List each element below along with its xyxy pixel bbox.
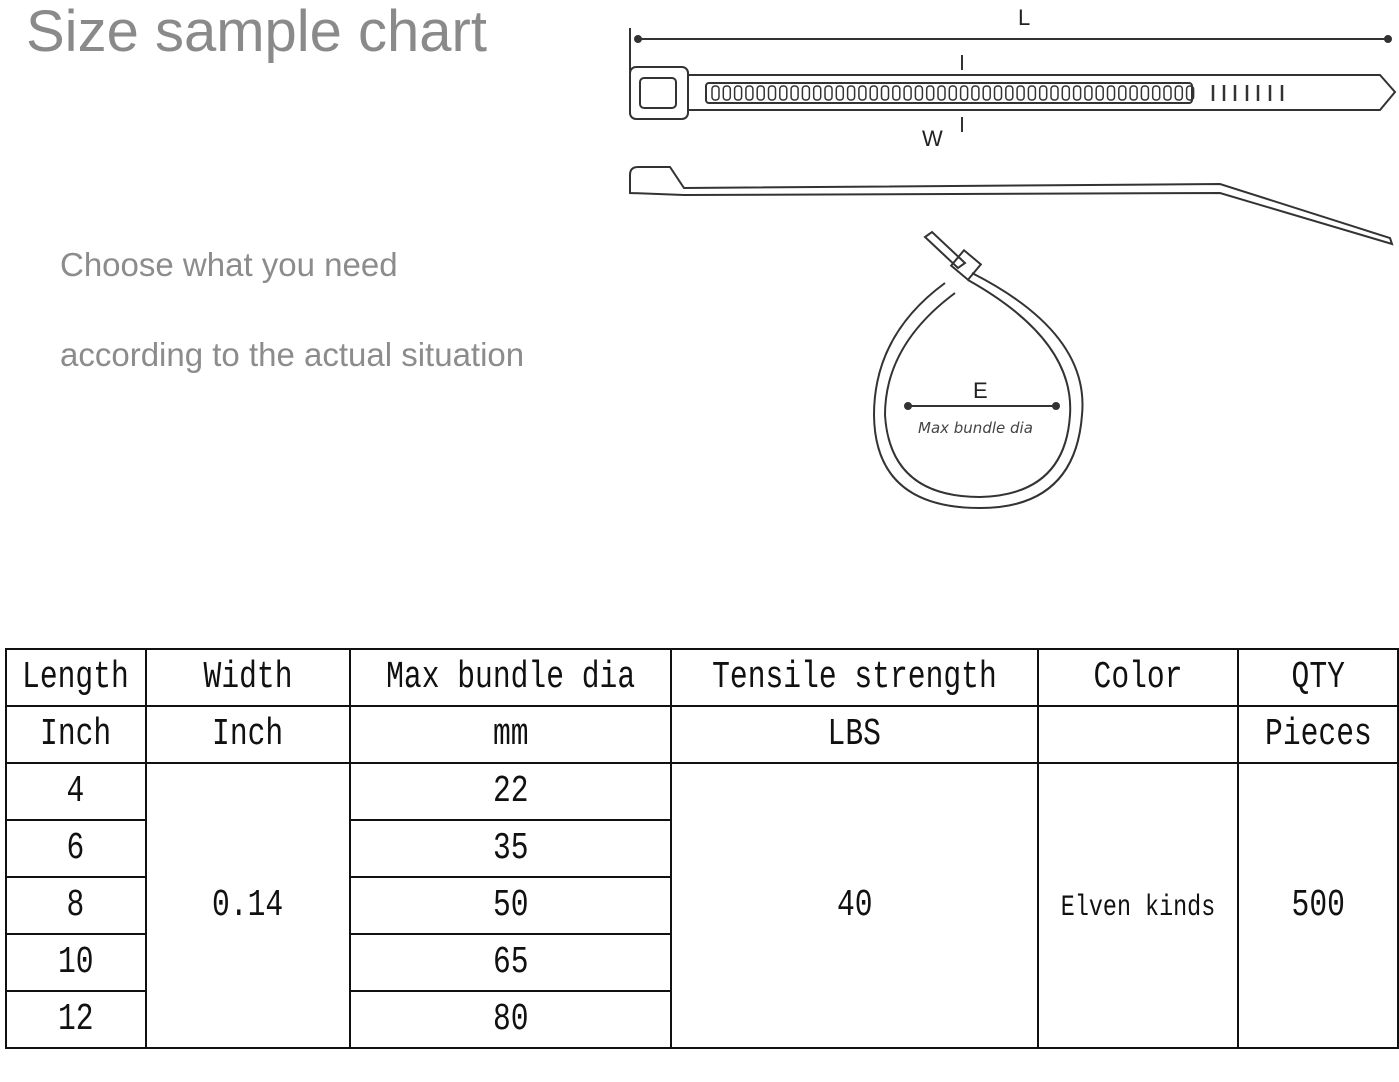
tie-tooth — [880, 85, 890, 101]
tie-tooth — [767, 85, 777, 101]
units-row: Inch Inch mm LBS Pieces — [5, 705, 1399, 764]
tie-tooth — [711, 85, 720, 101]
header-length: Length — [5, 648, 147, 707]
unit-max-bundle-dia: mm — [348, 705, 673, 764]
tie-tooth — [858, 85, 867, 101]
unit-qty: Pieces — [1236, 705, 1399, 764]
tie-tooth — [824, 85, 833, 101]
header-tensile-strength: Tensile strength — [670, 648, 1039, 707]
tie-tooth — [1016, 85, 1025, 101]
diameter-caption: Max bundle dia — [918, 419, 1033, 437]
tie-head — [629, 66, 689, 120]
header-qty: QTY — [1236, 648, 1399, 707]
table-row: 6 35 — [5, 819, 1398, 878]
tie-tooth — [846, 85, 856, 101]
tie-tooth — [801, 85, 811, 101]
size-table: Length Width Max bundle dia Tensile stre… — [5, 648, 1399, 1049]
tie-tooth — [756, 85, 765, 101]
tie-tooth — [1163, 85, 1172, 101]
tie-tooth — [925, 85, 935, 101]
tie-tooth — [1118, 85, 1127, 101]
tie-tooth — [1151, 85, 1161, 101]
tie-tooth — [1038, 85, 1048, 101]
length-cell: 10 — [5, 933, 147, 992]
header-color: Color — [1036, 648, 1239, 707]
length-arrow-right — [1384, 35, 1392, 43]
tie-tooth — [745, 85, 754, 101]
tie-tooth — [1185, 85, 1195, 101]
length-label: L — [1018, 5, 1030, 30]
table-row: 8 50 — [5, 876, 1398, 935]
unit-tensile-strength: LBS — [670, 705, 1039, 764]
table-row: 4 0.14 22 40 Elven kinds 500 — [5, 762, 1399, 1049]
tie-tooth — [733, 85, 743, 101]
length-arrow-left — [634, 35, 642, 43]
subtitle-line-1: Choose what you need — [60, 246, 398, 283]
length-cell: 6 — [5, 819, 147, 878]
tie-tooth — [937, 85, 946, 101]
tie-teeth — [705, 82, 1193, 104]
tie-tooth — [1084, 85, 1093, 101]
tie-tooth — [1005, 85, 1014, 101]
tie-tooth — [914, 85, 924, 101]
tie-tooth — [959, 85, 969, 101]
table-row: 12 80 — [5, 990, 1398, 1049]
diameter-label: E — [973, 378, 988, 403]
unit-color — [1036, 705, 1239, 764]
unit-width: Inch — [144, 705, 351, 764]
tie-tooth — [812, 85, 822, 101]
length-cell: 12 — [5, 990, 147, 1049]
tie-tooth — [892, 85, 901, 101]
tie-tooth — [1072, 85, 1082, 101]
tie-tooth — [1027, 85, 1037, 101]
max-bundle-dia-cell: 35 — [348, 819, 673, 878]
max-bundle-dia-cell: 65 — [348, 933, 673, 992]
tie-tooth — [869, 85, 878, 101]
subtitle-line-2: according to the actual situation — [60, 336, 525, 373]
length-cell: 4 — [5, 762, 147, 821]
tie-strap — [688, 74, 1397, 111]
table-row: 10 65 — [5, 933, 1398, 992]
cable-tie-diagram: L W E Max bundle dia — [629, 5, 1397, 510]
tie-tooth — [903, 85, 912, 101]
tie-tooth — [779, 85, 788, 101]
tie-tooth — [1140, 85, 1150, 101]
tie-loop: E Max bundle dia — [872, 230, 1084, 510]
max-bundle-dia-cell: 22 — [348, 762, 673, 821]
tensile-strength-cell: 40 — [670, 762, 1039, 1049]
max-bundle-dia-cell: 80 — [348, 990, 673, 1049]
width-label: W — [922, 126, 943, 151]
tie-tooth — [1061, 85, 1071, 101]
tie-tooth — [722, 85, 732, 101]
header-width: Width — [144, 648, 351, 707]
tie-tooth — [835, 85, 845, 101]
tie-tooth — [790, 85, 799, 101]
max-bundle-dia-cell: 50 — [348, 876, 673, 935]
header-row: Length Width Max bundle dia Tensile stre… — [5, 648, 1399, 707]
color-cell: Elven kinds — [1036, 762, 1239, 1049]
tie-side-view — [629, 166, 1394, 246]
unit-length: Inch — [5, 705, 147, 764]
tie-tooth — [971, 85, 980, 101]
page-title: Size sample chart — [26, 0, 487, 64]
qty-cell: 500 — [1236, 762, 1399, 1049]
tie-tooth — [993, 85, 1003, 101]
length-cell: 8 — [5, 876, 147, 935]
header-max-bundle-dia: Max bundle dia — [348, 648, 673, 707]
tie-tooth — [1129, 85, 1138, 101]
tie-tooth — [982, 85, 991, 101]
tie-tooth — [948, 85, 958, 101]
tie-tooth — [1106, 85, 1116, 101]
tie-tooth — [1174, 85, 1184, 101]
tie-tooth — [1050, 85, 1059, 101]
width-cell: 0.14 — [144, 762, 351, 1049]
tie-tooth — [1095, 85, 1104, 101]
